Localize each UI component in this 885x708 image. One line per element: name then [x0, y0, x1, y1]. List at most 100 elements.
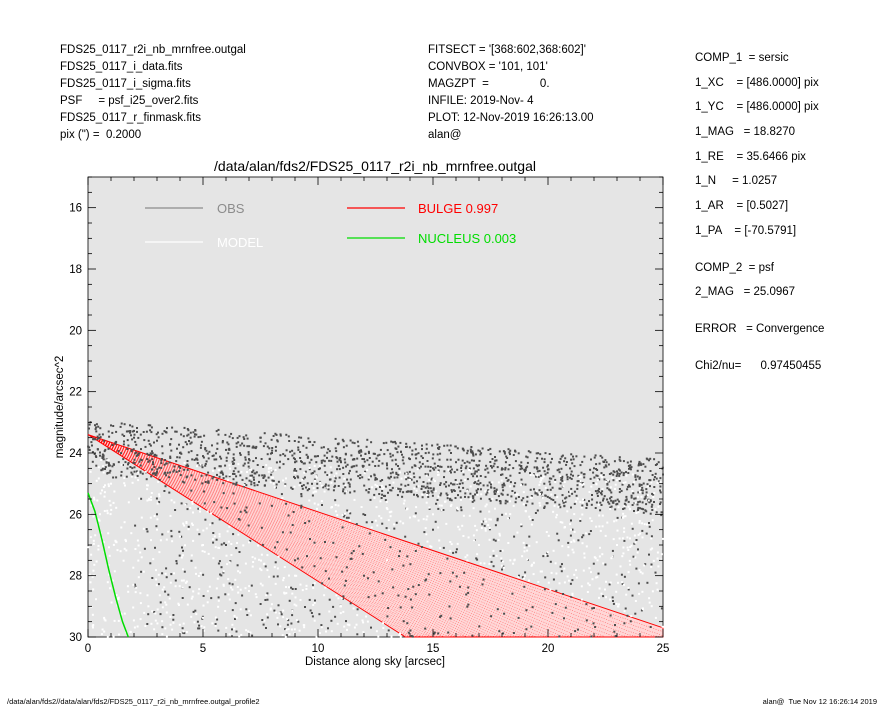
obs-point	[291, 449, 294, 452]
obs-point	[127, 430, 130, 433]
obs-point	[648, 525, 651, 528]
y-tick-label: 24	[69, 448, 82, 460]
obs-point	[256, 464, 259, 466]
obs-point	[348, 472, 350, 475]
obs-point	[342, 490, 344, 493]
obs-point	[252, 469, 255, 472]
obs-point	[289, 450, 292, 453]
model-point	[571, 592, 574, 595]
model-point	[132, 619, 135, 622]
obs-point	[585, 603, 588, 606]
model-point	[260, 553, 263, 556]
model-point	[254, 557, 257, 560]
obs-point	[328, 450, 331, 453]
model-point	[146, 594, 149, 597]
model-point	[488, 538, 491, 541]
obs-point	[156, 513, 158, 516]
obs-point	[496, 608, 499, 611]
obs-point	[432, 487, 435, 490]
obs-point	[351, 441, 354, 444]
obs-point	[374, 477, 377, 479]
obs-point	[168, 476, 171, 479]
obs-point	[332, 489, 335, 492]
obs-point	[308, 520, 311, 523]
model-point	[628, 559, 631, 562]
obs-point	[235, 481, 238, 484]
obs-point	[287, 514, 290, 517]
obs-point	[174, 509, 177, 511]
model-point	[273, 486, 276, 489]
obs-point	[536, 509, 539, 512]
obs-point	[590, 503, 593, 506]
obs-point	[514, 450, 517, 453]
model-point	[528, 544, 531, 547]
obs-point	[218, 560, 221, 563]
obs-point	[136, 475, 139, 477]
model-point	[573, 573, 576, 576]
fit-param-line-1: 1_XC = [486.0000] pix	[695, 76, 819, 89]
model-point	[237, 463, 240, 466]
obs-point	[529, 451, 532, 454]
obs-point	[131, 430, 134, 433]
model-point	[580, 585, 583, 588]
obs-point	[611, 501, 614, 504]
obs-point	[476, 558, 479, 561]
obs-point	[558, 471, 561, 474]
model-point	[272, 482, 275, 485]
obs-point	[169, 455, 172, 458]
fit-parameters-panel: COMP_1 = sersic 1_XC = [486.0000] pix 1_YC…	[695, 50, 824, 382]
obs-point	[565, 461, 568, 463]
model-point	[326, 486, 329, 489]
model-point	[612, 538, 615, 541]
obs-point	[582, 485, 585, 488]
obs-point	[437, 465, 439, 467]
model-point	[595, 525, 598, 528]
model-point	[156, 502, 159, 505]
obs-point	[590, 635, 593, 638]
obs-point	[292, 511, 295, 513]
obs-point	[487, 449, 490, 451]
model-point	[140, 556, 143, 559]
model-point	[579, 480, 582, 483]
model-point	[108, 546, 110, 549]
model-point	[259, 567, 262, 570]
obs-point	[198, 624, 201, 627]
model-point	[313, 619, 316, 622]
obs-point	[433, 632, 435, 635]
model-point	[399, 632, 401, 635]
obs-point	[248, 459, 251, 462]
obs-point	[204, 464, 207, 467]
obs-point	[228, 435, 231, 438]
obs-point	[610, 496, 613, 499]
obs-point	[528, 535, 531, 538]
obs-point	[181, 631, 184, 634]
obs-point	[269, 452, 272, 455]
obs-point	[439, 484, 442, 486]
obs-point	[557, 539, 560, 542]
obs-point	[499, 550, 502, 552]
obs-point	[127, 463, 129, 466]
obs-point	[653, 478, 655, 481]
obs-point	[282, 453, 285, 456]
obs-point	[126, 448, 129, 450]
model-point	[572, 539, 575, 542]
model-point	[426, 493, 428, 496]
obs-point	[284, 454, 287, 457]
obs-point	[449, 458, 452, 461]
obs-point	[645, 488, 648, 491]
obs-point	[521, 483, 524, 486]
obs-point	[638, 462, 640, 465]
obs-point	[446, 444, 449, 447]
model-point	[328, 610, 331, 613]
model-point	[650, 537, 653, 540]
obs-point	[155, 525, 158, 528]
model-point	[520, 523, 523, 526]
model-point	[199, 463, 202, 466]
model-point	[562, 485, 565, 488]
model-point	[89, 581, 92, 584]
obs-point	[623, 502, 626, 505]
obs-point	[546, 555, 549, 557]
model-point	[638, 520, 641, 522]
obs-point	[108, 435, 111, 438]
obs-point	[290, 586, 293, 589]
